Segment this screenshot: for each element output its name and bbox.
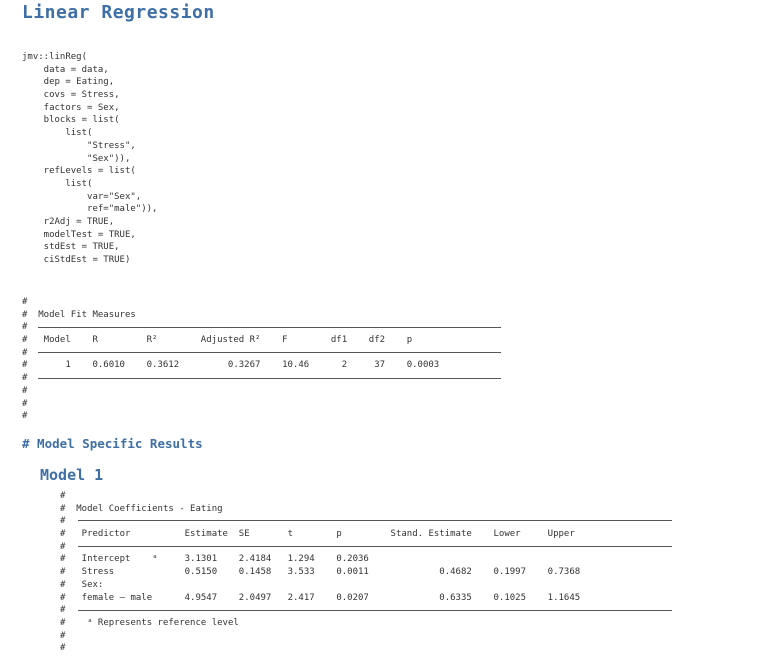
fit-output-line: #	[22, 411, 28, 422]
analysis-title: Linear Regression	[22, 2, 215, 23]
fit-output-line: #	[22, 347, 28, 358]
fit-rule-bottom	[38, 378, 501, 379]
coef-output-line: #	[60, 643, 66, 654]
fit-output-line: #	[22, 385, 28, 396]
model-specific-heading: # Model Specific Results	[22, 436, 203, 451]
code-line: var="Sex",	[22, 191, 142, 202]
fit-output-line: # Model Fit Measures	[22, 309, 136, 320]
code-line: blocks = list(	[22, 115, 120, 126]
fit-output-line: #	[22, 398, 28, 409]
model-1-heading: Model 1	[40, 466, 104, 484]
code-line: r2Adj = TRUE,	[22, 216, 115, 227]
model-fit-output: # # Model Fit Measures # # Model R R² Adjus…	[22, 296, 439, 423]
fit-output-line: #	[22, 373, 28, 384]
code-line: dep = Eating,	[22, 77, 115, 88]
code-line: list(	[22, 128, 93, 139]
coef-output-line: #	[60, 491, 66, 501]
coef-output-line: # Intercept ᵃ 3.1301 2.4184 1.294 0.2036	[60, 554, 369, 565]
code-line: covs = Stress,	[22, 90, 120, 101]
code-line: "Stress",	[22, 140, 136, 151]
coef-output-line: # Predictor Estimate SE t p Stand. Estim…	[60, 529, 575, 540]
coef-output-line: #	[60, 630, 66, 641]
coef-rule-bottom	[78, 610, 672, 611]
code-line: modelTest = TRUE,	[22, 229, 136, 240]
coef-output-line: #	[60, 605, 66, 616]
coef-rule-header	[78, 546, 672, 547]
code-line: "Sex")),	[22, 153, 131, 164]
fit-output-line: #	[22, 297, 28, 307]
code-line: stdEst = TRUE,	[22, 242, 120, 253]
coef-output-line: # Sex:	[60, 579, 104, 590]
fit-rule-top	[38, 327, 501, 328]
code-line: refLevels = list(	[22, 166, 136, 177]
fit-output-line: #	[22, 322, 28, 333]
fit-output-line: # 1 0.6010 0.3612 0.3267 10.46 2 37 0.00…	[22, 360, 440, 371]
code-line: ciStdEst = TRUE)	[22, 255, 131, 265]
r-code-block: jmv::linReg( data = data, dep = Eating, …	[22, 51, 157, 267]
coef-output-line: # Stress 0.5150 0.1458 3.533 0.0011 0.46…	[60, 567, 581, 578]
code-line: ref="male")),	[22, 204, 158, 215]
fit-rule-header	[38, 352, 501, 353]
code-line: factors = Sex,	[22, 102, 120, 113]
coef-output-line: #	[60, 516, 66, 527]
fit-output-line: # Model R R² Adjusted R² F df1 df2 p	[22, 335, 413, 346]
coef-output-line: # female – male 4.9547 2.0497 2.417 0.02…	[60, 592, 581, 603]
coef-output-line: # ᵃ Represents reference level	[60, 617, 239, 628]
coef-rule-top	[78, 520, 672, 521]
code-line: jmv::linReg(	[22, 52, 88, 62]
code-line: list(	[22, 178, 93, 189]
code-line: data = data,	[22, 64, 109, 75]
coef-output-line: #	[60, 541, 66, 552]
coef-output-line: # Model Coefficients - Eating	[60, 503, 223, 514]
model-coefficients-output: # # Model Coefficients - Eating # # Predict…	[60, 490, 580, 655]
